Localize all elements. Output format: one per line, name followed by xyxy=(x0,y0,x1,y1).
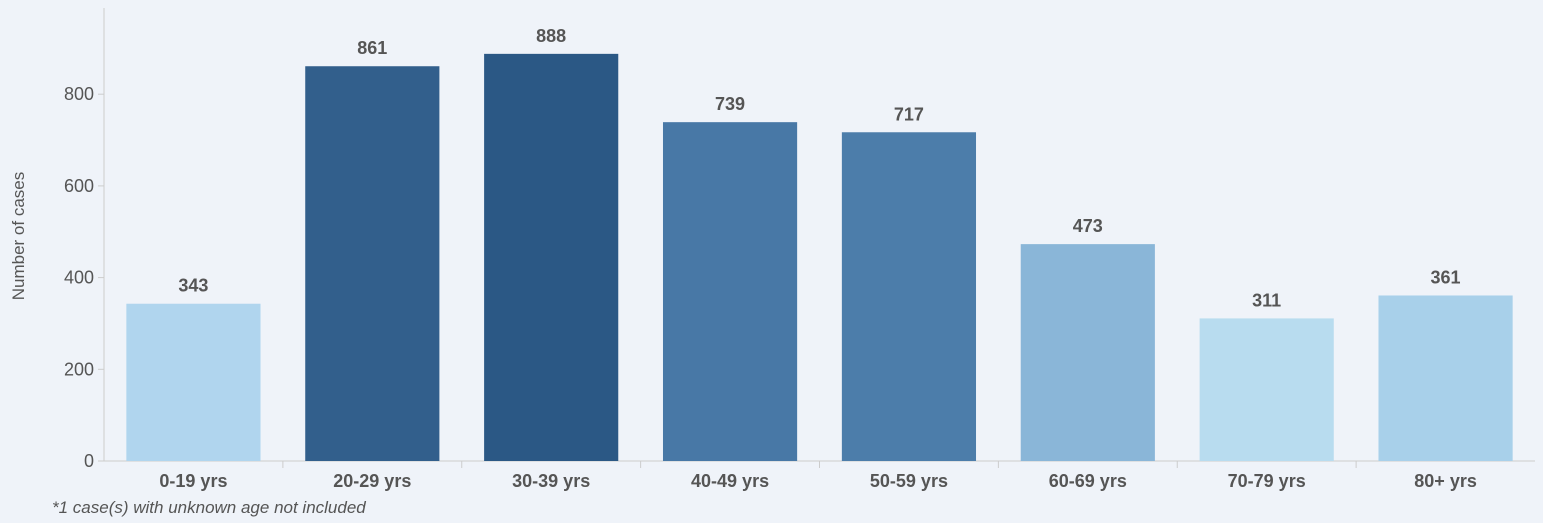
bar xyxy=(841,132,977,461)
bars xyxy=(126,53,1513,462)
x-tick-label: 80+ yrs xyxy=(1414,471,1477,491)
y-axis-label: Number of cases xyxy=(9,172,28,301)
data-label: 861 xyxy=(357,38,387,58)
bar xyxy=(1020,244,1155,461)
bar xyxy=(305,66,440,461)
bar xyxy=(484,53,619,462)
data-label: 311 xyxy=(1252,290,1281,310)
y-tick-label: 800 xyxy=(64,84,94,104)
x-tick-label: 60-69 yrs xyxy=(1049,471,1127,491)
data-label: 343 xyxy=(178,276,208,296)
y-tick-label: 600 xyxy=(64,176,94,196)
bar xyxy=(126,303,261,461)
y-ticks: 0 200 400 600 800 xyxy=(64,84,104,471)
data-label: 473 xyxy=(1073,216,1103,236)
footnote: *1 case(s) with unknown age not included xyxy=(52,498,366,517)
bar-chart: Number of cases 0 200 400 600 800 0-19 yrs 20… xyxy=(9,8,1535,491)
x-tick-label: 20-29 yrs xyxy=(333,471,411,491)
data-label: 739 xyxy=(715,94,745,114)
y-tick-label: 0 xyxy=(84,451,94,471)
bar xyxy=(1199,318,1334,461)
x-tick-label: 40-49 yrs xyxy=(691,471,769,491)
x-ticks: 0-19 yrs 20-29 yrs 30-39 yrs 40-49 yrs 50-59… xyxy=(159,461,1477,491)
data-label: 717 xyxy=(894,104,924,124)
data-label: 361 xyxy=(1431,267,1461,287)
x-tick-label: 0-19 yrs xyxy=(159,471,227,491)
y-tick-label: 400 xyxy=(64,268,94,288)
x-tick-label: 30-39 yrs xyxy=(512,471,590,491)
data-label: 888 xyxy=(536,26,566,46)
x-tick-label: 50-59 yrs xyxy=(870,471,948,491)
x-tick-label: 70-79 yrs xyxy=(1228,471,1306,491)
value-labels: 343 861 888 739 717 473 311 361 xyxy=(178,26,1460,311)
bar xyxy=(662,122,798,461)
bar xyxy=(1378,295,1513,461)
y-tick-label: 200 xyxy=(64,359,94,379)
